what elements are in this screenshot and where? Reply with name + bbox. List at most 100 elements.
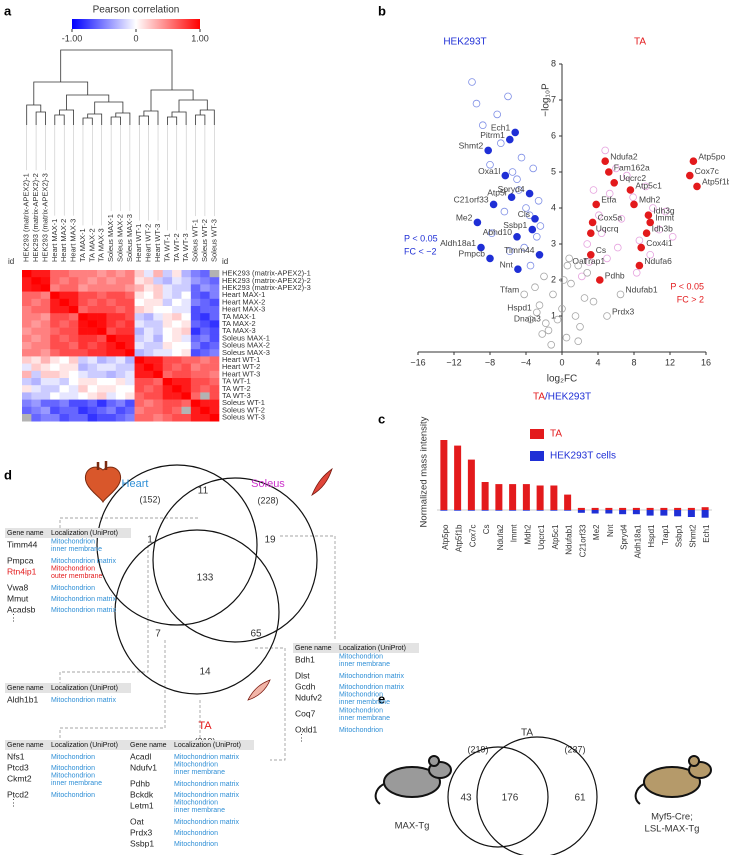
heatmap-cell <box>106 298 117 307</box>
point-label: Nnt <box>500 259 514 269</box>
heatmap-cell <box>125 406 135 415</box>
bar <box>550 510 558 511</box>
colorbar-tick-label: 0 <box>133 33 138 43</box>
gene-name: Pdhb <box>130 778 150 788</box>
heatmap-cell <box>125 270 135 278</box>
heatmap-cell <box>59 306 70 314</box>
heatmap-cell <box>200 349 210 357</box>
row-label: Heart WT-1 <box>222 355 260 364</box>
heatmap-cell <box>153 313 164 321</box>
heatmap-cell <box>106 363 117 372</box>
heatmap-cell <box>31 327 42 336</box>
panel-label: b <box>378 3 386 18</box>
heatmap-cell <box>134 327 145 336</box>
heatmap-cell <box>59 406 70 415</box>
heatmap-cell <box>172 406 182 415</box>
heatmap-cell <box>115 349 126 357</box>
heatmap-cell <box>40 342 51 350</box>
gene-name: Ndufv2 <box>295 692 322 702</box>
heatmap-cell <box>209 270 220 278</box>
column-label: HEK293 (matrix-APEX2)-3 <box>40 173 49 262</box>
connector <box>59 545 149 683</box>
heatmap-cell <box>181 378 192 386</box>
gene-name: Ssbp1 <box>130 838 154 848</box>
x-tick-label: 8 <box>631 357 636 367</box>
set-count: (152) <box>139 494 160 504</box>
point-label: Cls <box>518 209 530 219</box>
heatmap-cell <box>143 342 154 350</box>
heatmap-cell <box>106 414 117 422</box>
table-header: Gene name <box>7 530 44 537</box>
point <box>603 254 611 263</box>
group-label: LSL-MAX-Tg <box>645 824 700 835</box>
gene-name: Aldh1b1 <box>7 694 38 704</box>
point <box>630 200 638 209</box>
heatmap-cell <box>106 349 117 357</box>
heatmap-cell <box>78 298 88 307</box>
more-rows: ⋮ <box>297 732 306 742</box>
heatmap-cell <box>181 392 192 400</box>
x-tick-label: Ssbp1 <box>675 524 684 547</box>
point <box>629 193 637 202</box>
heatmap-cell <box>172 342 182 350</box>
soleus-icon <box>311 467 333 496</box>
heatmap-cell <box>78 327 88 336</box>
heatmap-cell <box>31 334 42 343</box>
x-tick-label: −12 <box>446 357 461 367</box>
heatmap-cell <box>162 356 173 364</box>
set-name: Soleus <box>251 478 285 490</box>
heatmap-cell <box>87 306 98 314</box>
point <box>613 243 622 252</box>
point <box>486 254 494 263</box>
heatmap-cell <box>190 306 201 314</box>
heatmap-cell <box>181 270 192 278</box>
heatmap-cell <box>68 298 79 307</box>
heatmap-cell <box>200 392 210 400</box>
heatmap-cell <box>106 370 117 379</box>
heatmap-cell <box>162 392 173 400</box>
heatmap-cell <box>22 399 32 408</box>
localization: Mitochondrion inner membrane <box>174 799 225 814</box>
heatmap-cell <box>181 327 192 336</box>
heatmap-cell <box>87 392 98 400</box>
heatmap-cell <box>209 392 220 400</box>
point-label: Trap1 <box>583 256 605 266</box>
heatmap-cell <box>115 320 126 328</box>
heatmap-cell <box>68 327 79 336</box>
localization: Mitochondrion <box>174 830 218 837</box>
column-label: TA WT-2 <box>172 233 181 262</box>
heatmap-cell <box>68 363 79 372</box>
heatmap-cell <box>115 378 126 386</box>
point <box>576 322 584 331</box>
heatmap-cell <box>87 291 98 300</box>
heatmap-cell <box>22 392 32 400</box>
heatmap-cell <box>200 306 210 314</box>
heatmap-cell <box>143 406 154 415</box>
heatmap-cell <box>22 370 32 379</box>
point-label: Ech1 <box>491 123 511 133</box>
heatmap-cell <box>87 363 98 372</box>
column-label: Heart MAX-2 <box>59 219 68 262</box>
x-tick-label: C21orf33 <box>578 524 587 557</box>
x-tick-label: Cox7c <box>468 525 477 548</box>
heatmap-cell <box>181 313 192 321</box>
heatmap-cell <box>50 306 60 314</box>
gene-name: Rtn4ip1 <box>7 566 37 576</box>
localization: Mitochondrion matrix <box>174 819 239 826</box>
heatmap-cell <box>22 342 32 350</box>
point <box>610 179 618 187</box>
point-label: Ndufa2 <box>610 151 638 161</box>
row-label: TA MAX-2 <box>222 319 256 328</box>
heatmap-cell <box>190 370 201 379</box>
heatmap-cell <box>172 306 182 314</box>
heatmap-cell <box>59 334 70 343</box>
legend-swatch <box>530 429 544 439</box>
point <box>507 193 516 202</box>
heatmap-cell <box>115 313 126 321</box>
heatmap-cell <box>97 399 107 408</box>
heatmap-cell <box>153 306 164 314</box>
panel-label: a <box>4 3 12 18</box>
bar <box>605 510 613 514</box>
point <box>526 315 535 324</box>
point <box>514 186 523 194</box>
